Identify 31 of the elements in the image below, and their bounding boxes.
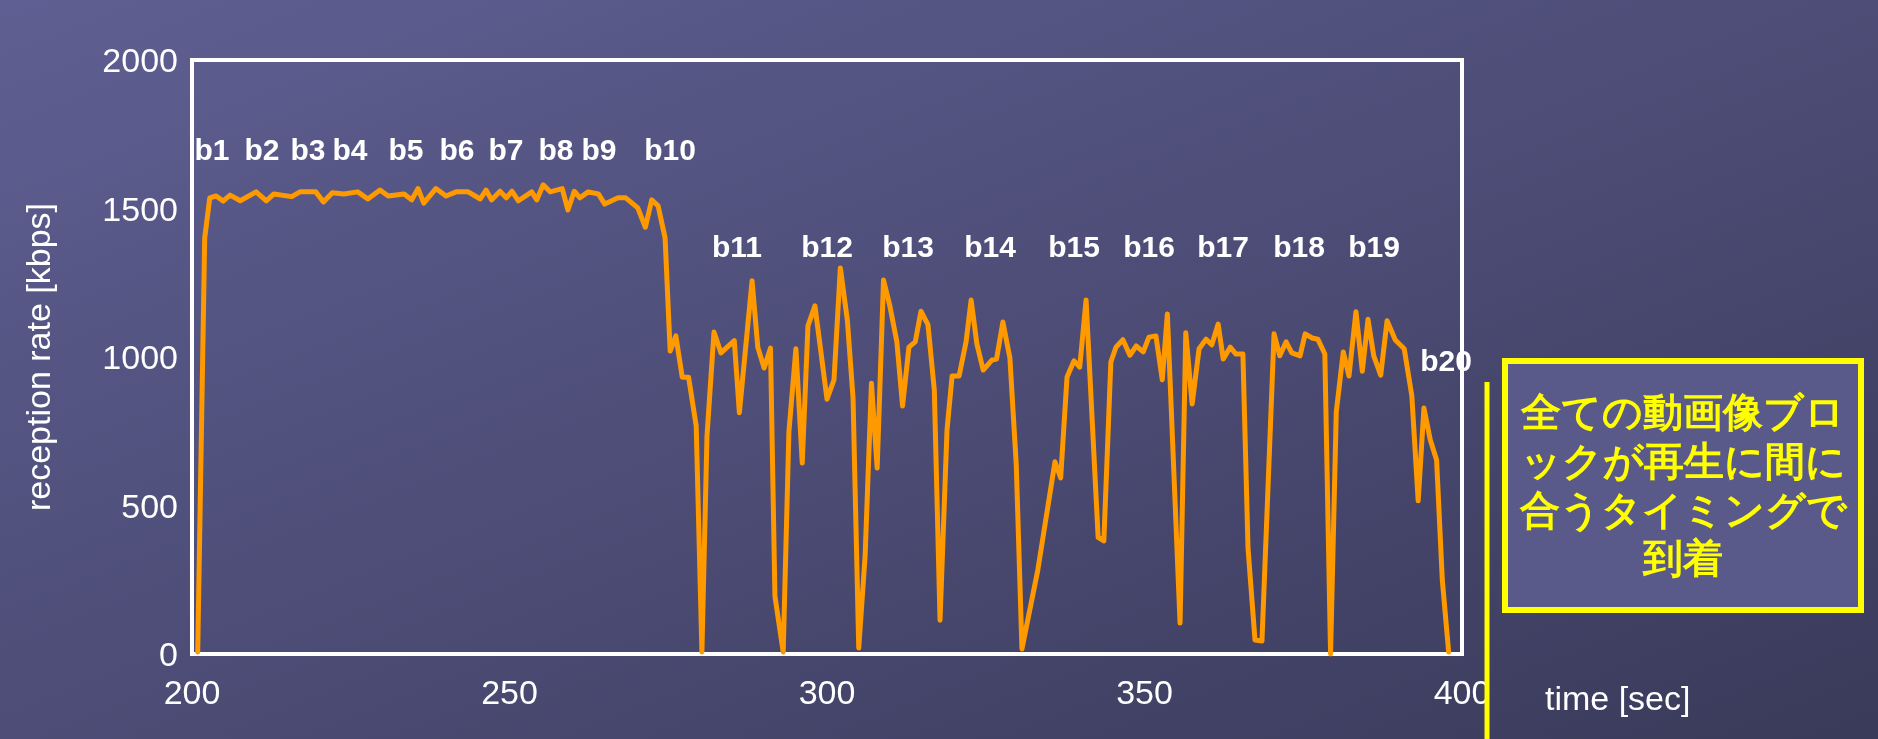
text: 全ての動画像ブロックが再生に間に合うタイミングで到着 (1502, 358, 1864, 613)
annotation: b14 (964, 229, 1017, 263)
annotation: b2 (244, 132, 280, 166)
annotation: b13 (882, 229, 934, 263)
annotation: b6 (439, 132, 475, 166)
y-tick-label: 0 (159, 635, 178, 673)
annotation: b4 (332, 132, 368, 166)
x-axis-title: time [sec] (1545, 679, 1691, 717)
annotation: b11 (711, 229, 763, 263)
annotation: b12 (801, 229, 853, 263)
annotation: b16 (1123, 229, 1175, 263)
x-tick-label: 200 (163, 673, 221, 711)
x-tick-label: 350 (1116, 673, 1173, 711)
y-tick-label: 1000 (102, 338, 178, 376)
annotation: b7 (488, 132, 524, 166)
annotation: b18 (1273, 229, 1325, 263)
annotation: b19 (1348, 229, 1400, 263)
annotation: b8 (538, 132, 574, 166)
annotation: b5 (388, 132, 424, 166)
x-tick-label: 300 (798, 673, 856, 711)
annotation: b10 (644, 132, 696, 166)
annotation: b17 (1197, 229, 1249, 263)
annotation: b9 (581, 132, 617, 166)
y-tick-label: 1500 (102, 189, 178, 228)
y-axis-title: reception rate [kbps] (19, 202, 57, 512)
annotation: b1 (194, 132, 230, 166)
annotation: b3 (290, 132, 326, 166)
x-tick-label: 250 (481, 673, 538, 711)
y-tick-label: 2000 (102, 41, 178, 79)
annotation: b15 (1048, 229, 1100, 263)
y-tick-label: 500 (121, 486, 178, 525)
